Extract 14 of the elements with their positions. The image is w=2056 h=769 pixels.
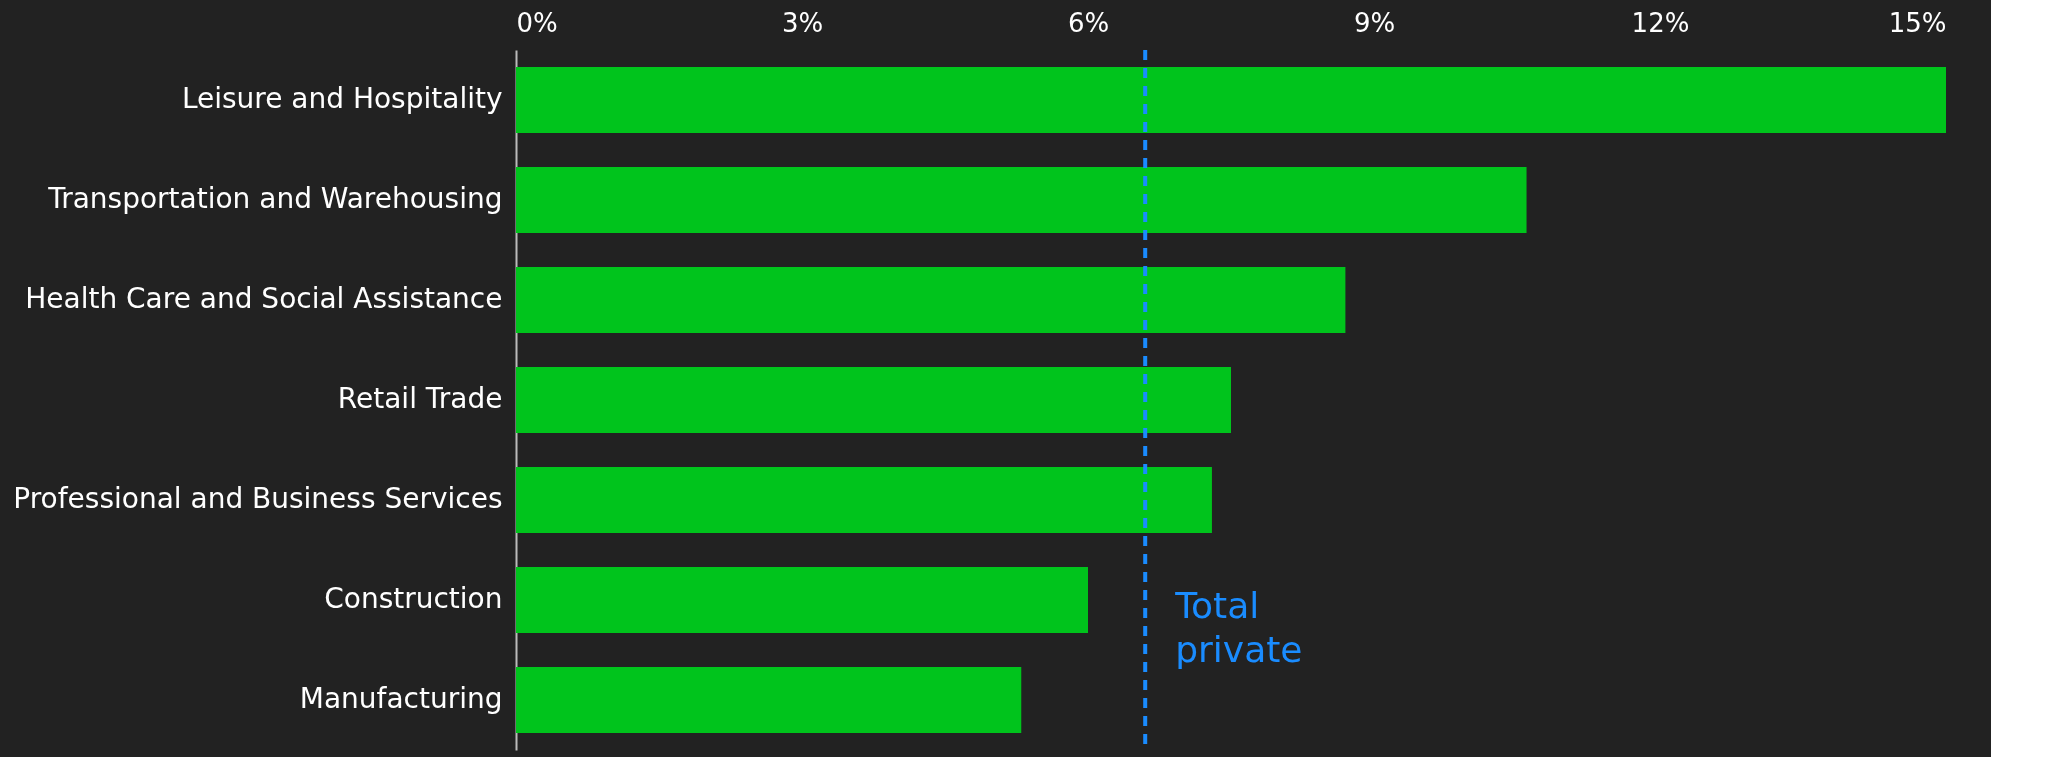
x-tick-label: 0% <box>516 7 558 38</box>
ref-line-label: Total private <box>1174 585 1303 670</box>
x-tick-label: 9% <box>1353 7 1396 38</box>
y-tick-label: Professional and Business Services <box>13 482 503 515</box>
y-tick-label: Transportation and Warehousing <box>47 182 503 215</box>
y-tick-label: Construction <box>324 582 503 615</box>
x-tick-label: 12% <box>1631 7 1690 38</box>
x-tick-label: 6% <box>1067 7 1110 38</box>
y-tick-label: Health Care and Social Assistance <box>25 282 503 315</box>
y-tick-label: Leisure and Hospitality <box>181 82 503 115</box>
y-tick-label: Manufacturing <box>299 682 503 715</box>
x-tick-label: 15% <box>1888 7 1947 38</box>
y-tick-label: Retail Trade <box>337 382 503 415</box>
x-tick-label: 3% <box>781 7 824 38</box>
